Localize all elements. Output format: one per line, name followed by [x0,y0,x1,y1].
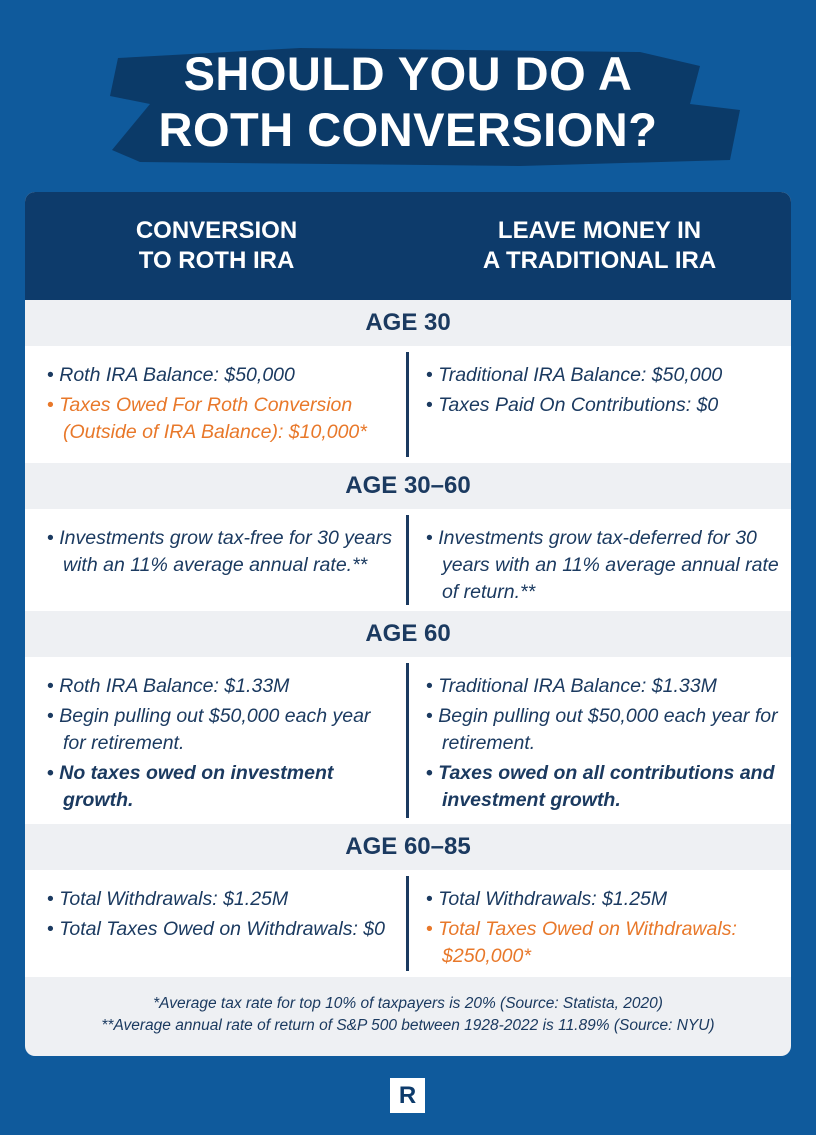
footnote: *Average tax rate for top 10% of taxpaye… [153,995,663,1012]
section-header: AGE 30 [25,300,791,346]
right-column: Traditional IRA Balance: $50,000 Taxes Pa… [408,346,791,463]
column-header-line: TO ROTH IRA [138,247,295,274]
footnotes: *Average tax rate for top 10% of taxpaye… [25,977,791,1037]
bullet-item: Traditional IRA Balance: $50,000 [426,362,781,389]
bullet-item: Taxes Owed For Roth Conversion (Outside … [47,392,398,446]
bullet-item: Total Taxes Owed on Withdrawals: $250,00… [426,916,781,970]
column-headers: CONVERSION TO ROTH IRA LEAVE MONEY IN A TRA… [25,192,791,300]
column-header: CONVERSION TO ROTH IRA [25,192,408,300]
bullet-item: Total Taxes Owed on Withdrawals: $0 [47,916,398,943]
logo: R [390,1078,425,1113]
column-header: LEAVE MONEY IN A TRADITIONAL IRA [408,192,791,300]
bullet-item: Total Withdrawals: $1.25M [426,886,781,913]
section-row: Roth IRA Balance: $50,000 Taxes Owed For … [25,346,791,463]
bullet-item: Investments grow tax-deferred for 30 yea… [426,525,781,606]
column-header-line: CONVERSION [135,217,298,244]
bullet-item: Begin pulling out $50,000 each year for … [47,703,398,757]
card: CONVERSION TO ROTH IRA LEAVE MONEY IN A TRA… [25,192,791,1056]
title-brush [110,48,740,166]
section-row: Total Withdrawals: $1.25M Total Taxes Owe… [25,870,791,977]
bullet-item: No taxes owed on investment growth. [47,760,398,814]
right-column: Traditional IRA Balance: $1.33M Begin pul… [408,657,791,824]
bullet-item: Roth IRA Balance: $1.33M [47,673,398,700]
bullet-item: Roth IRA Balance: $50,000 [47,362,398,389]
bullet-item: Begin pulling out $50,000 each year for … [426,703,781,757]
bullet-item: Traditional IRA Balance: $1.33M [426,673,781,700]
footnote: **Average annual rate of return of S&P 5… [101,1017,715,1034]
column-header-line: LEAVE MONEY IN [497,217,702,244]
bullet-item: Taxes Paid On Contributions: $0 [426,392,781,419]
right-column: Total Withdrawals: $1.25M Total Taxes Owe… [408,870,791,977]
right-column: Investments grow tax-deferred for 30 yea… [408,509,791,611]
title-line: ROTH CONVERSION? [158,103,658,156]
bullet-item: Investments grow tax-free for 30 years w… [47,525,398,579]
left-column: Roth IRA Balance: $1.33M Begin pulling ou… [25,657,408,824]
left-column: Investments grow tax-free for 30 years w… [25,509,408,611]
column-header-line: A TRADITIONAL IRA [482,247,717,274]
title: SHOULD YOU DO A ROTH CONVERSION? [0,46,816,158]
left-column: Total Withdrawals: $1.25M Total Taxes Owe… [25,870,408,977]
section-row: Investments grow tax-free for 30 years w… [25,509,791,611]
section-row: Roth IRA Balance: $1.33M Begin pulling ou… [25,657,791,824]
section-header: AGE 30–60 [25,463,791,509]
section-header: AGE 60–85 [25,824,791,870]
title-line: SHOULD YOU DO A [183,47,633,100]
section-header: AGE 60 [25,611,791,657]
bullet-item: Taxes owed on all contributions and inve… [426,760,781,814]
left-column: Roth IRA Balance: $50,000 Taxes Owed For … [25,346,408,463]
brush-stroke [110,48,740,166]
sections: AGE 30 Roth IRA Balance: $50,000 Taxes Owe… [25,300,791,977]
bullet-item: Total Withdrawals: $1.25M [47,886,398,913]
